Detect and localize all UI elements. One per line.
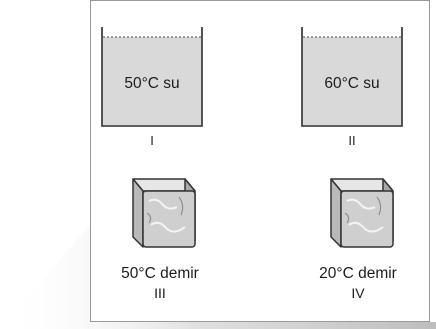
- diagram-card: 50°C su I 60°C su II 50°C demir III 20°C…: [90, 0, 430, 322]
- beaker-ii: [301, 27, 403, 127]
- iron-cube-iv: [330, 178, 394, 248]
- beaker-i: [101, 27, 203, 127]
- beaker-i-label: 50°C su: [124, 75, 180, 92]
- iron-cube-iii: [132, 178, 196, 248]
- cube-iii-label: 50°C demir: [121, 265, 199, 282]
- cube-iv-label: 20°C demir: [319, 265, 397, 282]
- beaker-ii-numeral: II: [348, 133, 356, 148]
- cube-iv-numeral: IV: [351, 285, 365, 301]
- beaker-ii-label: 60°C su: [324, 75, 380, 92]
- beaker-i-numeral: I: [150, 133, 154, 148]
- cube-iii-numeral: III: [154, 285, 166, 301]
